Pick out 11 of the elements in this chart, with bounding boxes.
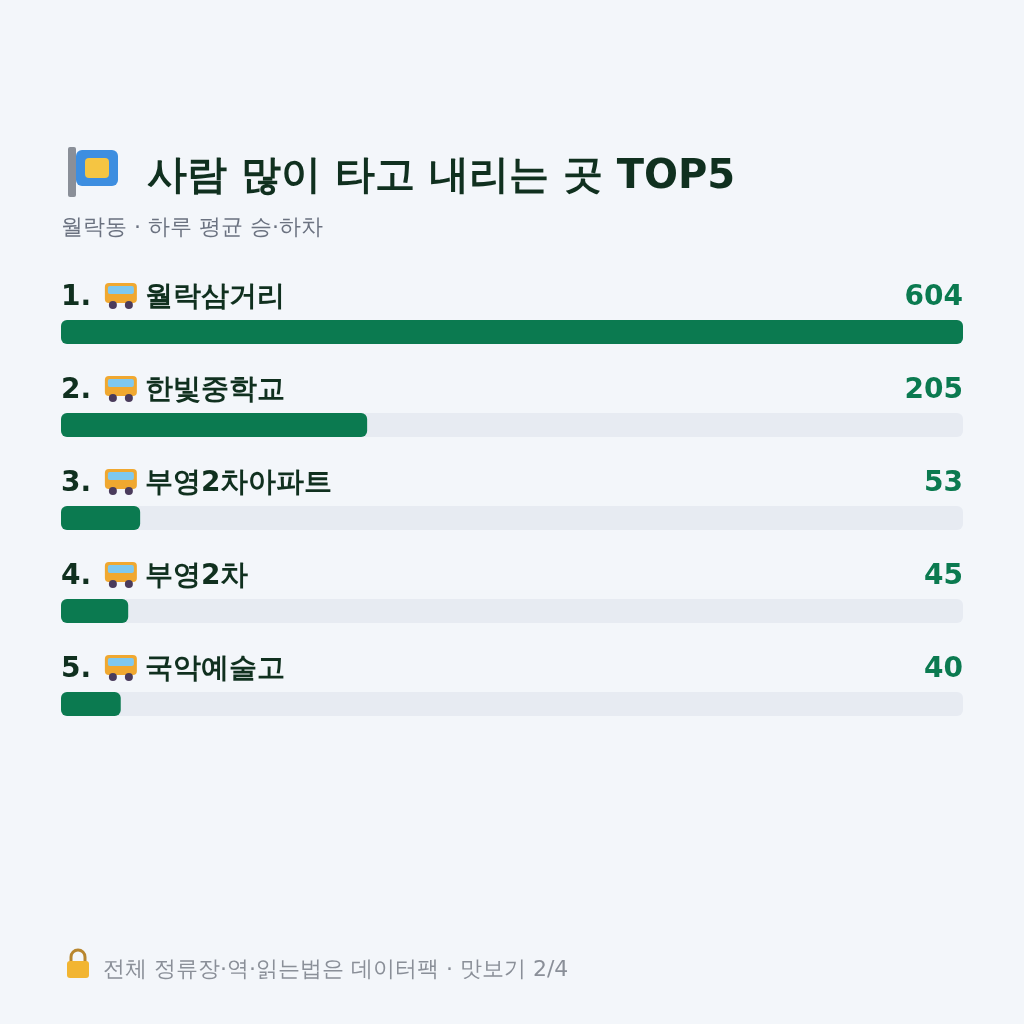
data-label: 604 — [904, 279, 963, 312]
chart-title: 사람 많이 타고 내리는 곳 TOP5 — [147, 151, 736, 197]
text: 전체 정류장·역·읽는법은 데이터팩 · 맛보기 2/4 — [103, 956, 569, 981]
data-label: 45 — [924, 558, 963, 591]
chart-subtitle: 월락동 · 하루 평균 승·하차 — [61, 214, 323, 239]
data-label: 53 — [924, 465, 963, 498]
bar — [61, 692, 121, 716]
bar — [61, 599, 129, 623]
data-label: 205 — [904, 372, 963, 405]
bar — [61, 506, 141, 530]
data-label: 40 — [924, 651, 963, 684]
